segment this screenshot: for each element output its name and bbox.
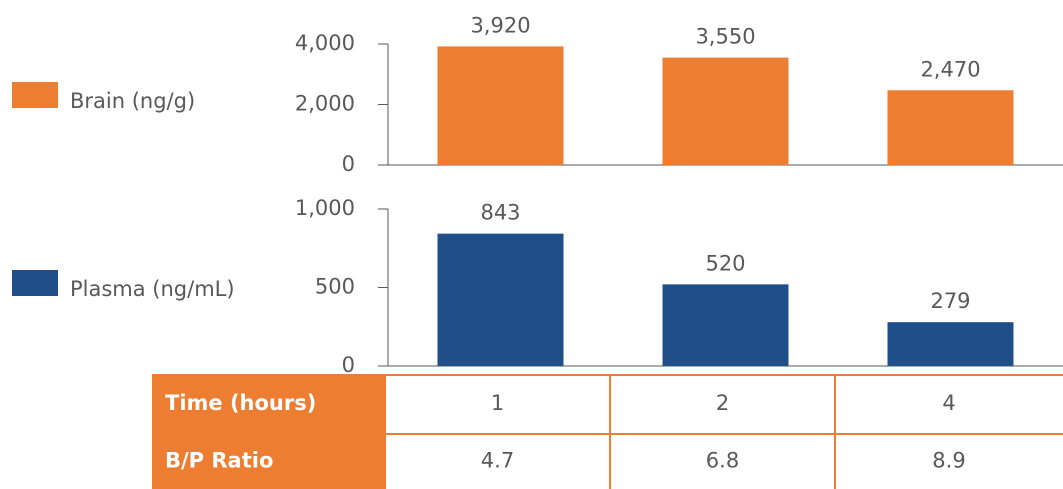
table-cell: 4.7 xyxy=(481,449,514,473)
bar xyxy=(887,90,1014,165)
data-label: 2,470 xyxy=(920,57,980,81)
table-cell: 2 xyxy=(716,391,729,415)
header-cell xyxy=(152,434,385,489)
table-cell: 8.9 xyxy=(932,449,965,473)
y-tick-label: 2,000 xyxy=(295,92,355,116)
y-tick-label: 0 xyxy=(342,353,355,377)
data-label: 3,920 xyxy=(470,13,530,37)
bar xyxy=(887,322,1014,366)
bar xyxy=(662,284,789,366)
row-header: Time (hours) xyxy=(165,391,316,415)
legend-label: Brain (ng/g) xyxy=(70,89,195,113)
bar xyxy=(662,57,789,165)
table-cell: 4 xyxy=(942,391,955,415)
y-tick-label: 0 xyxy=(342,152,355,176)
data-label: 520 xyxy=(705,251,745,275)
legend-swatch xyxy=(12,270,58,296)
data-label: 3,550 xyxy=(695,25,755,49)
table-cell: 6.8 xyxy=(706,449,739,473)
row-header: B/P Ratio xyxy=(165,449,273,473)
data-label: 279 xyxy=(930,289,970,313)
data-label: 843 xyxy=(480,201,520,225)
bar xyxy=(437,46,564,165)
legend-label: Plasma (ng/mL) xyxy=(70,277,235,301)
bar xyxy=(437,233,564,366)
table-cell: 1 xyxy=(491,391,504,415)
y-tick-label: 4,000 xyxy=(295,31,355,55)
header-cell xyxy=(152,374,385,434)
legend-swatch xyxy=(12,82,58,108)
y-tick-label: 500 xyxy=(315,275,355,299)
y-tick-label: 1,000 xyxy=(295,196,355,220)
